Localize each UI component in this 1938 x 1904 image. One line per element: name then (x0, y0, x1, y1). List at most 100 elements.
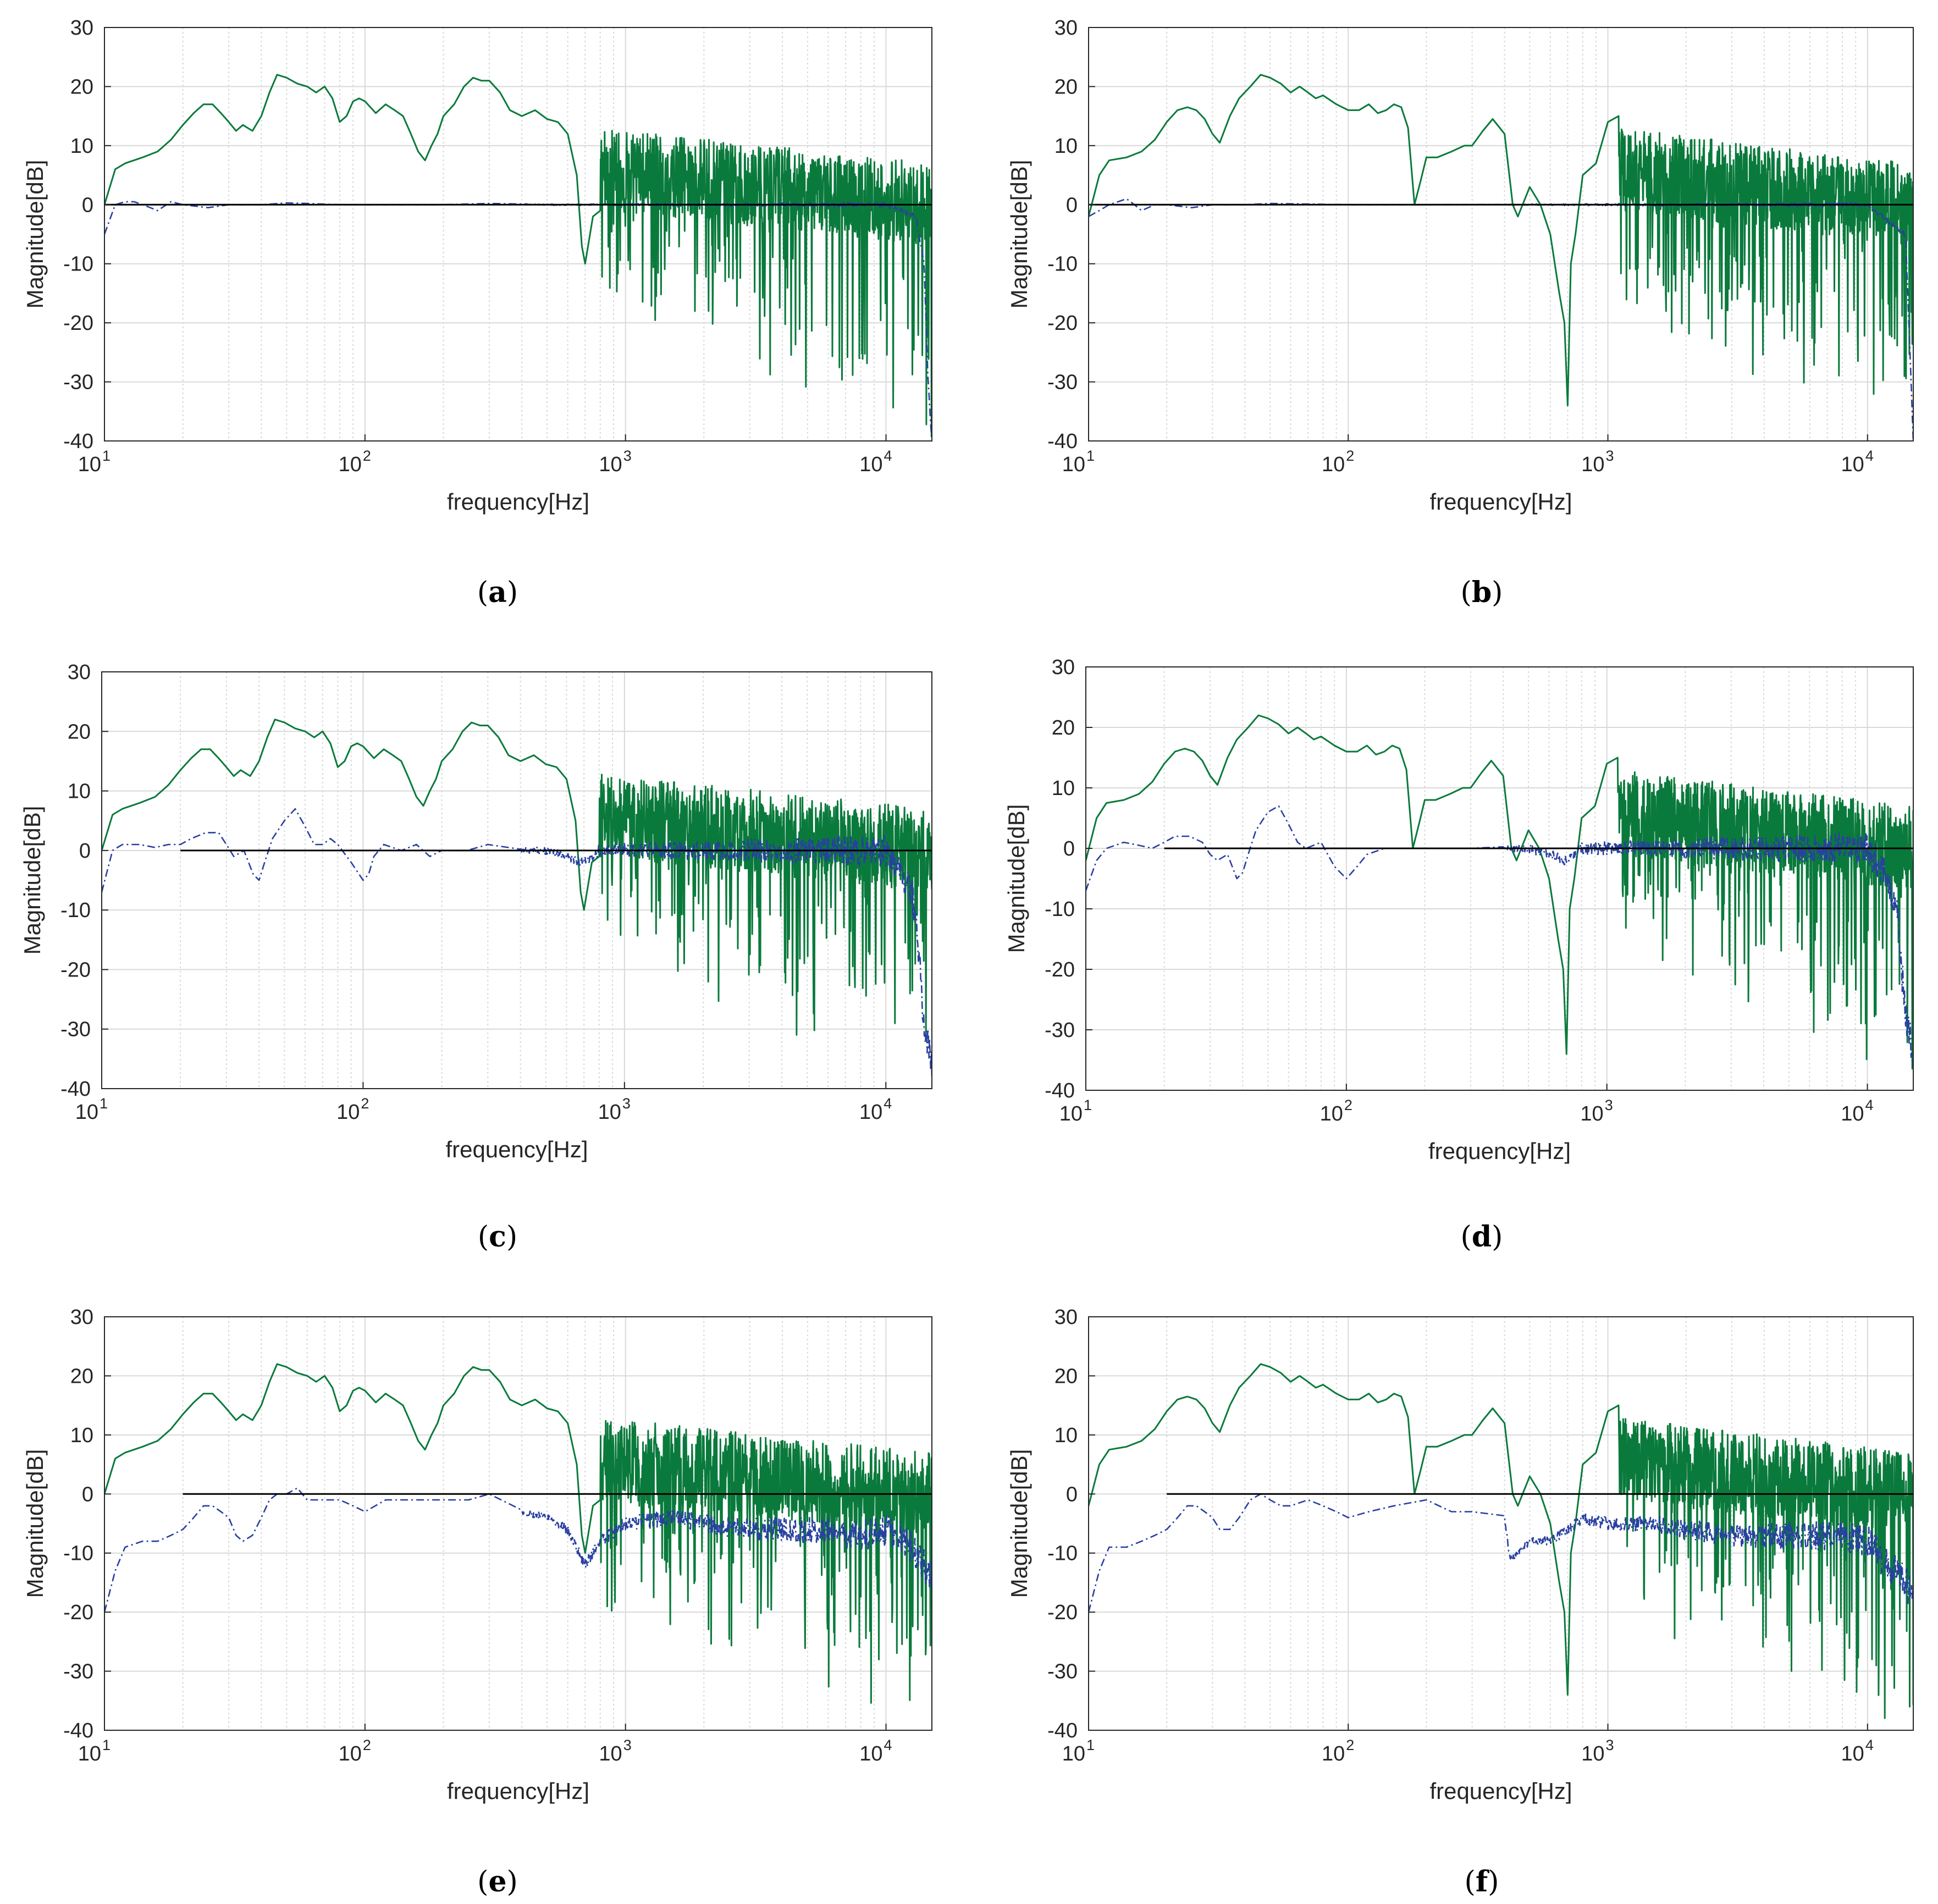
panel-a-ytick-label: 10 (70, 135, 93, 158)
panel-b-plot-area (1089, 27, 1913, 441)
panel-c-ytick-label: 20 (68, 720, 91, 743)
panel-f-xtick-base: 10 (1322, 1742, 1345, 1765)
panel-a-xtick-exponent: 3 (623, 448, 632, 464)
panel-f-ytick-label: -10 (1047, 1542, 1078, 1565)
panel-a-xtick-base: 10 (599, 453, 622, 476)
panel-label-f: (f) (1465, 1865, 1499, 1899)
panel-c-ytick-label: -30 (60, 1018, 91, 1041)
panel-f-ytick-label: -20 (1047, 1601, 1078, 1624)
panel-b-axes-box (1088, 27, 1914, 441)
panel-b-xtick-label: 10 3 (1581, 448, 1614, 476)
panel-label-letter: e (488, 1865, 506, 1899)
panel-d-ylabel: Magnitude[dB] (1003, 804, 1029, 953)
panel-e-xtick-label: 10 2 (339, 1737, 371, 1765)
panel-b-xtick-exponent: 4 (1865, 448, 1874, 464)
panel-d-xtick-base: 10 (1841, 1102, 1864, 1125)
panel-a-series-measured (104, 74, 932, 438)
panel-e-xtick-base: 10 (78, 1742, 101, 1765)
panel-c-ytick-label: 30 (68, 661, 91, 684)
panel-label-open: ( (1465, 1866, 1476, 1899)
panel-a-xtick-label: 10 2 (339, 448, 371, 476)
panel-e-ytick-label: -40 (63, 1719, 93, 1742)
panel-f-series-measured (1089, 1363, 1913, 1719)
panel-f-ytick-label: 10 (1054, 1424, 1078, 1447)
panel-c-xtick-exponent: 4 (884, 1095, 892, 1112)
panel-label-d: (d) (1461, 1220, 1503, 1254)
panel-f-axes-box (1088, 1316, 1914, 1731)
panel-c-series-group (102, 719, 932, 1077)
panel-d-series-measured (1086, 714, 1913, 1070)
panel-e-xtick-label: 10 4 (859, 1737, 892, 1765)
panel-f-xtick-base: 10 (1062, 1742, 1085, 1765)
panel-a-xtick-label: 10 4 (859, 448, 892, 476)
panel-b-xlabel: frequency[Hz] (1429, 489, 1572, 515)
panel-label-a: (a) (477, 576, 518, 609)
panel-label-c: (c) (478, 1220, 517, 1254)
panel-f-series-equalized (1089, 1493, 1913, 1613)
panel-e-ytick-label: 20 (70, 1365, 93, 1388)
panel-d-ytick-label: 10 (1052, 777, 1075, 800)
panel-label-letter: c (489, 1220, 506, 1254)
panel-a-xtick-exponent: 1 (102, 448, 111, 464)
panel-c-xtick-exponent: 2 (361, 1095, 369, 1112)
panel-d-xtick-label: 10 3 (1580, 1097, 1613, 1125)
panel-e-plot-area (104, 1317, 932, 1730)
panel-d-xtick-exponent: 4 (1865, 1097, 1874, 1113)
panel-c-ytick-label: -20 (60, 958, 91, 981)
panel-f-plot-area (1089, 1317, 1913, 1730)
panel-e-xtick-base: 10 (859, 1742, 882, 1765)
panel-b-xtick-exponent: 1 (1086, 448, 1095, 464)
panel-e-xtick-base: 10 (339, 1742, 362, 1765)
panel-label-letter: f (1476, 1865, 1490, 1899)
panel-a-axes-box (104, 27, 932, 441)
panel-b-xtick-exponent: 3 (1606, 448, 1614, 464)
panel-d-axes-box (1085, 666, 1914, 1091)
panel-d-xlabel: frequency[Hz] (1428, 1138, 1571, 1164)
panel-a-ytick-label: -10 (63, 253, 93, 276)
panel-b-ytick-label: 20 (1054, 75, 1078, 98)
panel-d-xtick-base: 10 (1580, 1102, 1603, 1125)
panel-e-ytick-label: -30 (63, 1660, 93, 1684)
panel-label-letter: a (488, 576, 507, 609)
panel-d-xtick-exponent: 1 (1084, 1097, 1092, 1113)
panel-label-close: ) (507, 576, 518, 609)
panel-d-ytick-label: -20 (1045, 958, 1075, 981)
panel-b-ytick-label: 0 (1066, 194, 1078, 217)
panel-f-xtick-exponent: 3 (1606, 1737, 1614, 1753)
panel-f-ylabel: Magnitude[dB] (1006, 1449, 1032, 1598)
panel-c-xtick-label: 10 4 (859, 1095, 892, 1124)
panel-d-xtick-label: 10 4 (1841, 1097, 1873, 1125)
panel-e-xtick-exponent: 2 (363, 1737, 371, 1753)
panel-c-series-equalized (102, 808, 932, 1077)
panel-label-close: ) (1492, 1221, 1503, 1254)
panel-label-letter: d (1472, 1220, 1492, 1254)
panel-d-xtick-label: 10 1 (1059, 1097, 1092, 1125)
panel-f-xtick-label: 10 1 (1062, 1737, 1095, 1765)
panel-label-e: (e) (477, 1865, 518, 1899)
panel-e-axes-box (104, 1316, 932, 1731)
panel-f-ytick-label: 20 (1054, 1365, 1078, 1388)
panel-b-xtick-exponent: 2 (1346, 448, 1354, 464)
panel-e-ytick-label: 30 (70, 1306, 93, 1329)
panel-f-xtick-label: 10 4 (1841, 1737, 1874, 1765)
panel-c-ytick-label: 10 (68, 780, 91, 803)
panel-a-series-group (104, 74, 932, 439)
panel-label-open: ( (1461, 1221, 1472, 1254)
panel-a-xlabel: frequency[Hz] (447, 489, 589, 515)
panel-a-ytick-label: 30 (70, 16, 93, 40)
panel-e-series-measured (104, 1363, 932, 1704)
panel-b-ytick-label: 30 (1054, 16, 1078, 40)
panel-f-ytick-label: -40 (1047, 1719, 1078, 1742)
panel-label-close: ) (1492, 576, 1503, 609)
panel-a-ytick-label: -40 (63, 430, 93, 453)
panel-f-xlabel: frequency[Hz] (1429, 1778, 1572, 1804)
panel-c-xtick-label: 10 2 (336, 1095, 369, 1124)
panel-e-xtick-label: 10 3 (599, 1737, 631, 1765)
panel-e-xtick-exponent: 1 (102, 1737, 111, 1753)
panel-a-ytick-label: 0 (82, 194, 93, 217)
panel-a-xtick-exponent: 2 (363, 448, 371, 464)
panel-b-xtick-base: 10 (1322, 453, 1345, 476)
